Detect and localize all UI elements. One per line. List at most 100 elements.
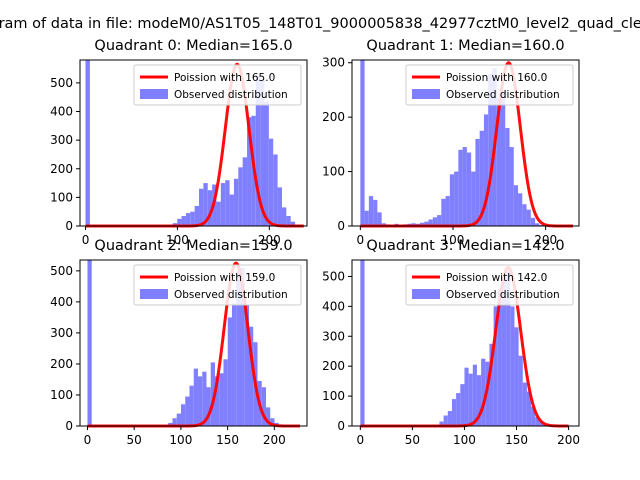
histogram-bar bbox=[472, 364, 477, 426]
histogram-bar bbox=[420, 222, 425, 226]
subplot-quadrant-1: 0 100 200 0 100 200 300 Quadrant 1: Median=160.… bbox=[322, 38, 580, 247]
histogram-bar bbox=[475, 138, 480, 226]
histogram-bar bbox=[172, 418, 177, 426]
legend-label-observed: Observed distribution bbox=[174, 89, 288, 101]
y-tick-label: 100 bbox=[50, 190, 73, 204]
histogram-bar bbox=[255, 75, 261, 226]
histogram-bar bbox=[199, 188, 204, 226]
x-tick-label: 150 bbox=[216, 433, 239, 447]
histogram-bar bbox=[229, 194, 234, 226]
y-tick-label: 400 bbox=[50, 295, 73, 309]
y-tick-label: 500 bbox=[322, 269, 345, 283]
y-tick-label: 100 bbox=[322, 165, 345, 179]
histogram-bar bbox=[360, 260, 365, 426]
histogram-bar bbox=[286, 215, 291, 226]
histogram-bar bbox=[242, 157, 248, 226]
histogram-bar bbox=[185, 396, 190, 426]
histogram-bar bbox=[449, 174, 455, 226]
histogram-bar bbox=[428, 219, 433, 226]
histogram-bar bbox=[500, 89, 506, 227]
histogram-bar bbox=[535, 417, 540, 426]
histogram-bar bbox=[471, 171, 476, 226]
histogram-bar bbox=[281, 207, 287, 226]
subplot-title: Quadrant 0: Median=165.0 bbox=[94, 38, 292, 54]
histogram-bar bbox=[261, 387, 266, 426]
y-tick-label: 300 bbox=[50, 326, 73, 340]
x-tick-label: 150 bbox=[505, 433, 528, 447]
legend-box bbox=[133, 64, 302, 106]
x-tick-label: 100 bbox=[442, 233, 465, 247]
histogram-bar bbox=[439, 421, 444, 426]
legend-label-observed: Observed distribution bbox=[174, 289, 288, 301]
histogram-bar bbox=[539, 421, 544, 426]
histogram-bar bbox=[493, 306, 498, 426]
histogram-bar bbox=[476, 375, 482, 426]
histogram-bar bbox=[181, 215, 186, 226]
legend-swatch-observed bbox=[412, 89, 440, 99]
histogram-bar bbox=[207, 190, 213, 226]
y-tick-label: 0 bbox=[65, 419, 73, 433]
legend-swatch-observed bbox=[412, 289, 440, 299]
histogram-bar bbox=[238, 167, 243, 226]
axes-frame bbox=[351, 59, 580, 227]
histogram-bar bbox=[240, 267, 245, 426]
histogram-bar bbox=[443, 415, 448, 426]
histogram-bar bbox=[447, 411, 452, 426]
histogram-bar bbox=[483, 114, 489, 226]
histogram-bar bbox=[231, 303, 237, 426]
y-tick-label: 300 bbox=[322, 329, 345, 343]
x-tick-label: 200 bbox=[534, 233, 557, 247]
histogram-bar bbox=[176, 413, 181, 426]
legend-swatch-observed bbox=[140, 89, 168, 99]
x-tick-label: 0 bbox=[357, 233, 365, 247]
histogram-bar bbox=[190, 211, 195, 226]
histogram-bar bbox=[206, 387, 211, 426]
histogram-bar bbox=[185, 213, 191, 226]
histogram-bar bbox=[377, 212, 382, 226]
legend-label-observed: Observed distribution bbox=[446, 89, 560, 101]
legend-swatch-observed bbox=[140, 289, 168, 299]
histogram-bar bbox=[194, 205, 200, 226]
legend-box bbox=[405, 64, 574, 106]
histogram-bar bbox=[364, 210, 369, 226]
histogram-bar bbox=[216, 201, 221, 226]
histogram-bar bbox=[456, 393, 461, 426]
histogram-bar bbox=[360, 60, 365, 226]
y-tick-label: 0 bbox=[337, 219, 345, 233]
histogram-bar bbox=[432, 217, 438, 226]
y-tick-label: 400 bbox=[322, 299, 345, 313]
axes-frame bbox=[351, 259, 580, 427]
histogram-bar bbox=[518, 355, 523, 426]
histogram-bar bbox=[180, 404, 186, 426]
histogram-bar bbox=[464, 367, 469, 426]
histogram-bar bbox=[368, 196, 374, 226]
y-tick-label: 200 bbox=[322, 110, 345, 124]
x-tick-label: 200 bbox=[263, 433, 286, 447]
histogram-bar bbox=[539, 224, 544, 226]
x-tick-label: 200 bbox=[258, 233, 281, 247]
histogram-bar bbox=[510, 306, 515, 426]
histogram-bar bbox=[506, 270, 511, 426]
histogram-bar bbox=[87, 260, 92, 426]
histogram-bar bbox=[531, 406, 536, 426]
y-tick-label: 100 bbox=[50, 388, 73, 402]
histogram-bar bbox=[522, 204, 527, 226]
histogram-bar bbox=[248, 326, 254, 426]
histogram-bar bbox=[219, 373, 224, 426]
legend-box bbox=[405, 264, 574, 306]
histogram-bar bbox=[202, 371, 207, 426]
histogram-bar bbox=[177, 218, 182, 226]
histogram-bar bbox=[225, 180, 230, 226]
histogram-bar bbox=[437, 215, 442, 226]
histogram-bar bbox=[501, 276, 507, 426]
legend-box bbox=[133, 264, 302, 306]
histogram-bar bbox=[189, 385, 194, 426]
x-tick-label: 50 bbox=[405, 433, 420, 447]
histogram-bar bbox=[481, 358, 486, 426]
histogram-bar bbox=[244, 304, 249, 426]
histogram-bar bbox=[214, 376, 220, 426]
subplot-quadrant-2: 0 50 100 150 200 0 100 200 300 400 500 Quadrant 2: … bbox=[50, 238, 308, 447]
histogram-bar bbox=[270, 418, 275, 426]
y-tick-label: 200 bbox=[50, 162, 73, 176]
